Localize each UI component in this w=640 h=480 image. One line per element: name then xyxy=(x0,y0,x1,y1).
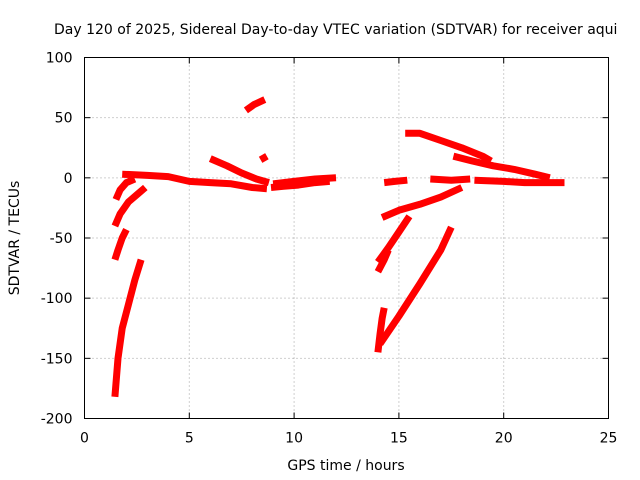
data-track-17 xyxy=(405,129,493,165)
data-track-14 xyxy=(375,214,413,265)
grid xyxy=(84,57,609,419)
y-tick-label: -100 xyxy=(41,291,73,307)
data-track-11 xyxy=(374,307,388,353)
x-tick-label: 5 xyxy=(185,431,194,447)
data-track-3 xyxy=(111,184,148,228)
data-track-2 xyxy=(111,228,130,261)
data-marks xyxy=(111,96,565,398)
data-track-4 xyxy=(112,175,137,201)
x-tick-label: 10 xyxy=(285,431,303,447)
y-tick-label: -200 xyxy=(41,412,73,428)
data-track-7 xyxy=(243,96,267,114)
data-track-8 xyxy=(258,153,269,163)
y-tick-label: 50 xyxy=(55,111,73,127)
x-axis: 0 5 10 15 20 25 xyxy=(80,57,618,447)
x-tick-label: 20 xyxy=(495,431,513,447)
y-axis-label: SDTVAR / TECUs xyxy=(7,181,23,296)
plot-frame xyxy=(84,57,609,419)
y-axis: 100 50 0 -50 -100 -150 -200 xyxy=(41,51,609,428)
data-track-19 xyxy=(430,175,471,184)
x-tick-label: 25 xyxy=(600,431,618,447)
chart-title: Day 120 of 2025, Sidereal Day-to-day VTE… xyxy=(54,22,617,38)
data-track-20 xyxy=(474,176,565,187)
data-track-10 xyxy=(272,174,337,188)
y-tick-label: 0 xyxy=(64,171,73,187)
x-tick-label: 15 xyxy=(390,431,408,447)
x-tick-label: 0 xyxy=(80,431,89,447)
x-axis-label: GPS time / hours xyxy=(287,458,404,474)
data-track-1 xyxy=(111,258,145,398)
y-tick-label: -50 xyxy=(50,231,73,247)
data-track-6 xyxy=(208,155,270,186)
data-track-15 xyxy=(380,184,464,221)
y-tick-label: 100 xyxy=(46,51,73,67)
data-track-12 xyxy=(377,225,455,346)
data-track-18 xyxy=(452,152,551,182)
y-tick-label: -150 xyxy=(41,351,73,367)
data-track-16 xyxy=(383,176,408,187)
data-track-5 xyxy=(122,170,268,193)
